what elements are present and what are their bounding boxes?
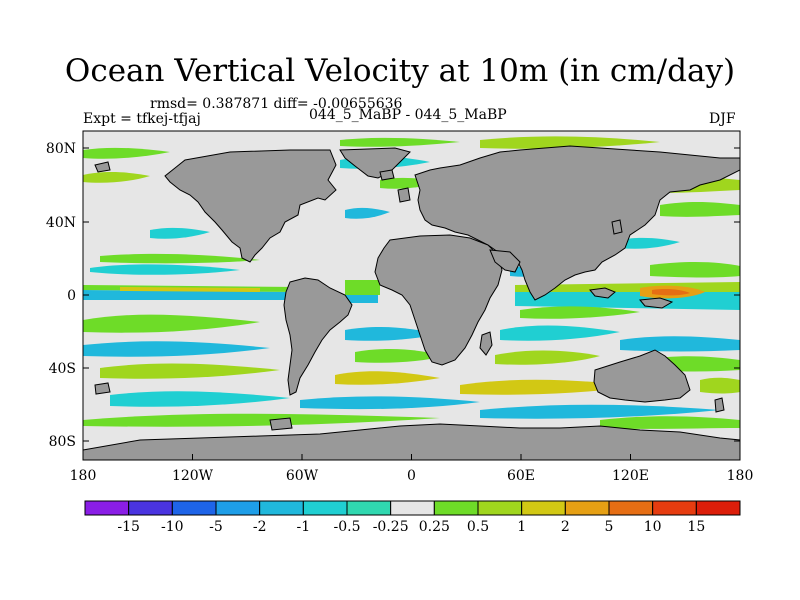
- lon-label-120e: 120E: [612, 468, 649, 484]
- lon-label-60e: 60E: [507, 468, 535, 484]
- case-label: 044_5_MaBP - 044_5_MaBP: [309, 107, 507, 123]
- north-pacific-3: [650, 262, 740, 278]
- plot-title: Ocean Vertical Velocity at 10m (in cm/da…: [64, 53, 736, 89]
- land-indonesia: [589, 287, 616, 299]
- colorbar-swatch: [259, 500, 304, 516]
- pacific-warm-core: [652, 289, 690, 296]
- colorbar-label: 10: [644, 519, 662, 535]
- lat-label-80s: 80S: [49, 434, 76, 450]
- pacific-cyan-mid: [150, 227, 210, 239]
- north-atlantic-3: [345, 207, 390, 219]
- colorbar-labels: -15 -10 -5 -2 -1 -0.5 -0.25 0.25 0.5 1 2 5 10 15: [117, 519, 705, 535]
- atlantic-equatorial-cyan: [345, 295, 378, 303]
- colorbar-swatch: [171, 500, 217, 516]
- west-pacific-south: [700, 377, 740, 394]
- north-pacific-2: [660, 201, 740, 217]
- lat-label-40s: 40S: [49, 361, 76, 377]
- land-antarctic-peninsula: [269, 417, 293, 431]
- colorbar-swatch: [390, 500, 435, 516]
- north-pacific-band: [90, 264, 240, 275]
- land: [82, 145, 741, 461]
- land-arabia: [489, 249, 521, 273]
- lon-label-0: 0: [407, 468, 416, 484]
- stats-text: rmsd= 0.387871 diff= -0.00655636: [150, 96, 403, 112]
- colorbar-label: 0.25: [419, 519, 450, 535]
- land-africa: [374, 234, 503, 366]
- southern-ocean-2: [300, 396, 480, 410]
- land-japan: [611, 219, 623, 235]
- land-new-guinea: [639, 297, 674, 309]
- season-label: DJF: [709, 111, 736, 127]
- indian-ocean-3: [520, 306, 640, 319]
- southern-ocean-5: [600, 416, 740, 429]
- colorbar-label: -1: [297, 519, 311, 535]
- colorbar-swatch: [564, 500, 610, 516]
- equatorial-band-cyan: [83, 290, 300, 300]
- colorbar-swatch: [84, 500, 130, 516]
- atlantic-equatorial: [345, 280, 380, 295]
- colorbar-label: -15: [117, 519, 140, 535]
- colorbar-swatch: [128, 500, 173, 516]
- colorbar-label: -2: [253, 519, 267, 535]
- arctic-top: [480, 136, 660, 149]
- land-eurasia: [414, 145, 741, 301]
- colorbar-swatch: [302, 500, 348, 516]
- experiment-label: Expt = tfkej-tfjaj: [83, 111, 201, 127]
- south-atlantic-1: [345, 327, 440, 341]
- colorbar-label: 5: [605, 519, 614, 535]
- colorbar-label: -0.5: [334, 519, 361, 535]
- arctic-pacific-2: [83, 172, 150, 183]
- arctic-top-2: [340, 137, 460, 147]
- colorbar-label: -0.25: [373, 519, 409, 535]
- colorbar-swatch: [608, 500, 654, 516]
- colorbar-label: -5: [209, 519, 223, 535]
- colorbar-label: 2: [561, 519, 570, 535]
- colorbar-label: 1: [517, 519, 526, 535]
- south-atlantic-2: [355, 349, 445, 363]
- indian-ocean-1: [500, 325, 620, 341]
- land-uk: [397, 187, 411, 203]
- south-pacific-3: [100, 363, 280, 379]
- land-nz: [714, 397, 725, 413]
- north-pacific-band-green: [100, 253, 260, 264]
- land-sw-pacific-isle: [94, 382, 111, 395]
- land-iceland: [379, 169, 395, 181]
- colorbar-label: 0.5: [467, 519, 489, 535]
- colorbar-swatch: [215, 500, 261, 516]
- colorbar-label: 15: [687, 519, 705, 535]
- colorbar-swatch: [695, 500, 741, 516]
- land-alaska-bits: [94, 161, 111, 173]
- lon-label-60w: 60W: [286, 468, 319, 484]
- equatorial-band-yellow: [120, 287, 260, 292]
- map-ticks: [82, 147, 741, 460]
- colorbar-swatch: [477, 500, 523, 516]
- lon-label-180w: 180: [70, 468, 97, 484]
- south-pacific-1: [83, 314, 260, 333]
- south-pacific-east: [620, 336, 740, 352]
- southern-ocean-1: [83, 413, 440, 427]
- south-pacific-4: [110, 391, 290, 407]
- indian-ocean-2: [495, 350, 600, 365]
- lon-label-180e: 180: [727, 468, 754, 484]
- land-south-america: [283, 277, 353, 396]
- lat-label-0: 0: [67, 288, 76, 304]
- arctic-pacific-1: [83, 147, 170, 159]
- colorbar-swatch: [433, 500, 479, 516]
- southern-ocean-4: [480, 404, 720, 419]
- land-madagascar: [479, 331, 493, 356]
- kuroshio: [620, 237, 680, 249]
- lat-label-40n: 40N: [46, 215, 76, 231]
- colorbar-swatch: [652, 500, 697, 516]
- colorbar-label: -10: [161, 519, 184, 535]
- south-pacific-2: [83, 341, 270, 357]
- colorbar: [84, 500, 741, 516]
- colorbar-swatch: [521, 500, 566, 516]
- colorbar-swatch: [346, 500, 392, 516]
- lat-label-80n: 80N: [46, 141, 76, 157]
- lon-label-120w: 120W: [172, 468, 214, 484]
- land-australia: [593, 349, 691, 403]
- land-north-america: [164, 149, 337, 263]
- south-atlantic-3: [335, 371, 440, 385]
